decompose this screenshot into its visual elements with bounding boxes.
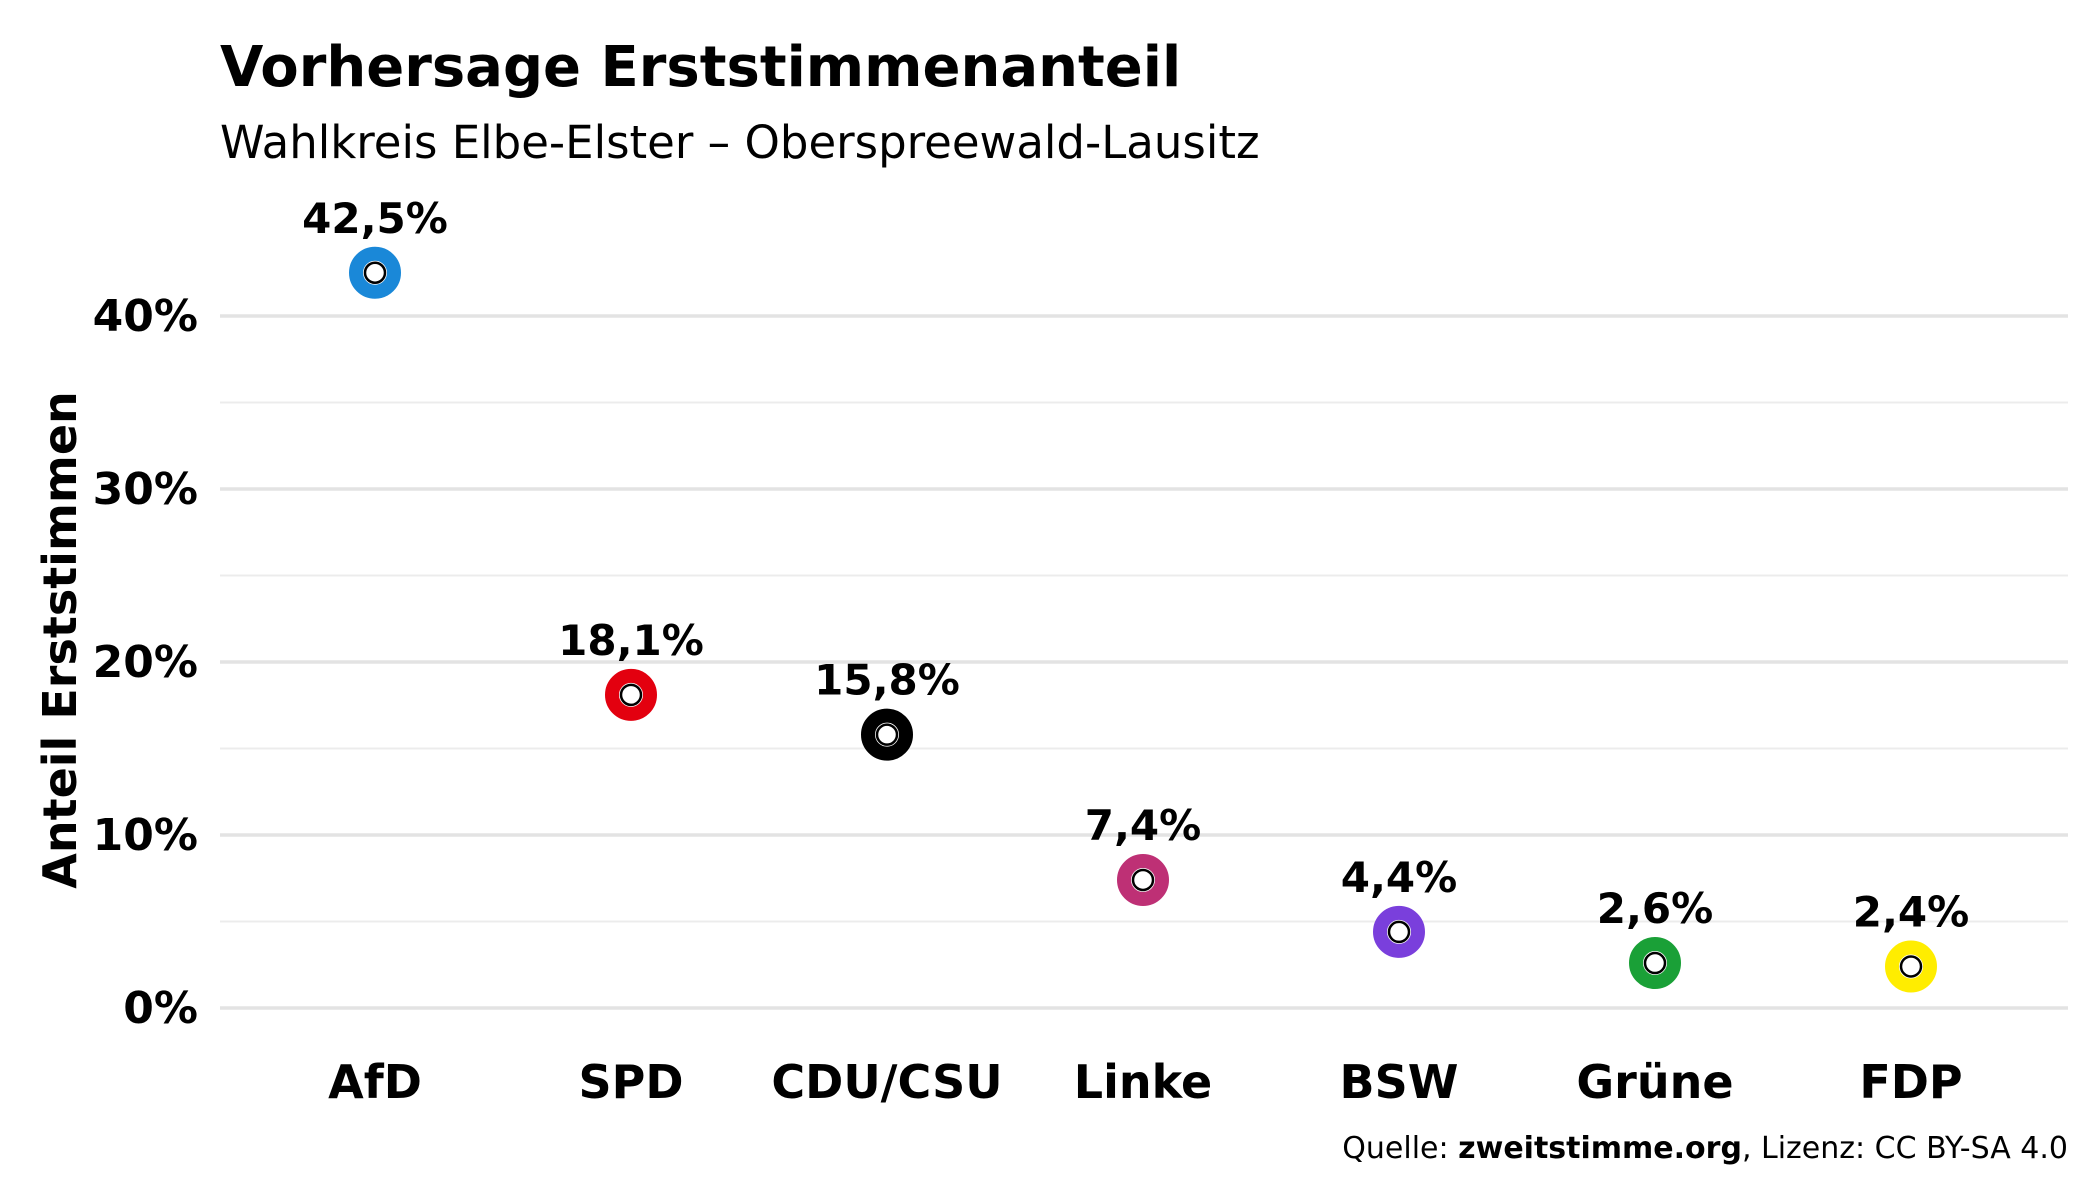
data-value-label: 2,4% <box>1853 887 1969 936</box>
data-value-label: 18,1% <box>558 616 704 665</box>
data-point-center <box>1387 920 1411 944</box>
x-axis-categories: AfD SPD CDU/CSU Linke BSW Grüne FDP <box>328 1055 1963 1109</box>
x-category-label: Linke <box>1074 1055 1212 1109</box>
data-value-label: 2,6% <box>1597 884 1713 933</box>
data-point-group: 42,5% <box>302 194 448 299</box>
y-tick-label: 40% <box>93 291 198 342</box>
caption-prefix: Quelle: <box>1342 1131 1458 1166</box>
x-category-label: FDP <box>1859 1055 1962 1109</box>
data-point-group: 2,4% <box>1853 887 1969 993</box>
data-value-label: 42,5% <box>302 194 448 243</box>
y-axis-ticks: 0% 10% 20% 30% 40% <box>93 291 198 1034</box>
x-category-label: AfD <box>328 1055 422 1109</box>
data-value-label: 15,8% <box>814 656 960 705</box>
gridlines <box>220 314 2068 1010</box>
data-point-group: 7,4% <box>1085 801 1201 906</box>
data-value-label: 4,4% <box>1341 853 1457 902</box>
data-points: 42,5% 18,1% 15,8% 7,4% 4,4% 2,6% 2,4% <box>302 194 1969 993</box>
data-point-center <box>363 261 387 284</box>
y-axis-label: Anteil Erststimmen <box>33 391 87 889</box>
data-point-ring <box>1373 905 1425 958</box>
y-tick-label: 10% <box>93 810 198 861</box>
data-point-ring <box>1885 940 1937 993</box>
data-point-ring <box>861 708 913 761</box>
x-category-label: BSW <box>1340 1055 1459 1109</box>
data-point-center <box>875 723 899 746</box>
data-point-ring <box>605 668 657 721</box>
data-point-group: 2,6% <box>1597 884 1713 990</box>
data-point-ring <box>1629 937 1681 990</box>
caption-source: zweitstimme.org <box>1458 1131 1742 1166</box>
data-point-center <box>1131 868 1155 892</box>
data-point-ring <box>1117 853 1169 906</box>
y-tick-label: 30% <box>93 464 198 515</box>
data-point-group: 4,4% <box>1341 853 1457 958</box>
data-value-label: 7,4% <box>1085 801 1201 850</box>
data-point-center <box>619 683 643 707</box>
data-point-center <box>1899 955 1923 978</box>
x-category-label: Grüne <box>1576 1055 1733 1109</box>
y-tick-label: 20% <box>93 637 198 688</box>
x-category-label: CDU/CSU <box>771 1055 1002 1109</box>
chart-subtitle: Wahlkreis Elbe-Elster – Oberspreewald-La… <box>220 116 1260 169</box>
y-tick-label: 0% <box>123 983 198 1034</box>
data-point-ring <box>349 246 401 299</box>
source-caption: Quelle: zweitstimme.org, Lizenz: CC BY-S… <box>1342 1131 2068 1166</box>
chart-title: Vorhersage Erststimmenanteil <box>220 35 1181 100</box>
data-point-group: 15,8% <box>814 656 960 761</box>
data-point-center <box>1643 951 1667 975</box>
caption-suffix: , Lizenz: CC BY-SA 4.0 <box>1742 1131 2068 1166</box>
data-point-group: 18,1% <box>558 616 704 721</box>
x-category-label: SPD <box>578 1055 683 1109</box>
